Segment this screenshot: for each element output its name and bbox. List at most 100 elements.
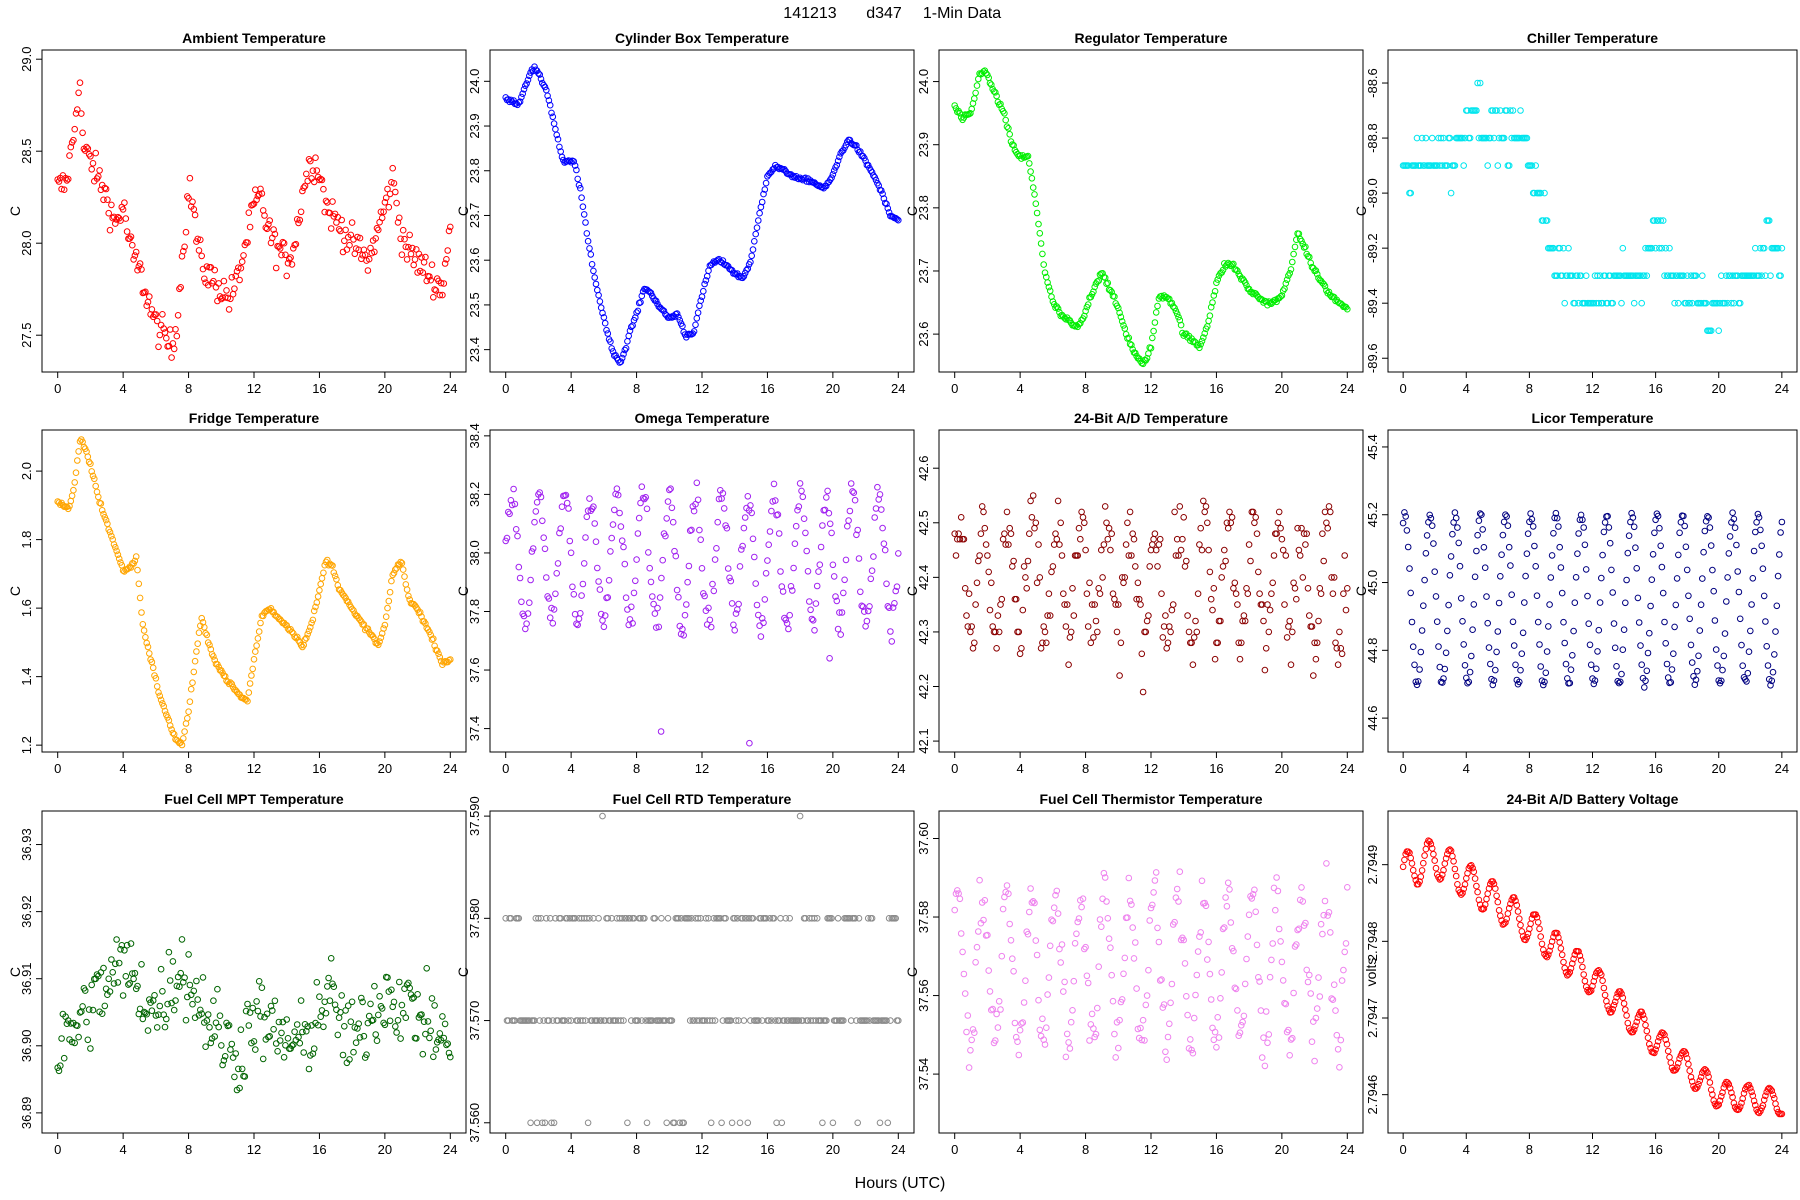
data-point <box>1421 852 1428 859</box>
data-point <box>1547 574 1555 581</box>
data-point <box>1079 895 1087 903</box>
data-point <box>174 312 182 319</box>
data-point <box>1054 305 1062 312</box>
data-point <box>1145 966 1152 974</box>
data-point <box>884 205 892 212</box>
data-point <box>1671 299 1678 307</box>
data-point <box>393 1029 400 1036</box>
data-point <box>1516 134 1523 142</box>
x-tick-label: 4 <box>120 381 127 396</box>
data-point <box>577 610 584 617</box>
data-point <box>1545 623 1552 630</box>
data-point <box>722 915 729 922</box>
data-point <box>1152 869 1160 876</box>
data-point <box>599 617 606 624</box>
data-point <box>1413 681 1421 689</box>
data-point <box>868 567 876 575</box>
data-point <box>536 1017 544 1024</box>
data-point <box>1565 970 1572 978</box>
data-point <box>282 1042 289 1049</box>
data-point <box>592 538 600 546</box>
data-point <box>1057 519 1064 527</box>
data-point <box>840 589 847 597</box>
data-point <box>1236 655 1244 663</box>
data-point <box>316 176 323 184</box>
data-point <box>956 535 964 543</box>
data-point <box>811 627 818 634</box>
data-point <box>119 992 127 999</box>
data-point <box>1092 617 1100 625</box>
data-point <box>1081 519 1088 527</box>
data-point <box>1659 589 1667 597</box>
data-point <box>232 272 239 280</box>
data-point <box>1634 594 1642 602</box>
data-point <box>1198 337 1206 345</box>
data-point <box>1007 937 1015 944</box>
data-point <box>1128 901 1135 908</box>
data-point <box>1171 508 1178 516</box>
data-point <box>253 642 260 649</box>
data-point <box>313 167 321 174</box>
data-point <box>346 1056 353 1063</box>
data-point <box>1620 1000 1628 1007</box>
data-point <box>1044 279 1051 286</box>
y-axis-label: C <box>455 206 471 216</box>
data-point <box>823 1017 830 1024</box>
data-point <box>1749 575 1757 582</box>
data-point <box>382 194 390 202</box>
data-point <box>1092 1030 1100 1038</box>
data-point <box>1521 599 1528 606</box>
data-point <box>1687 272 1695 280</box>
data-point <box>218 295 225 303</box>
data-point <box>1026 530 1033 538</box>
data-point <box>603 326 610 334</box>
data-point <box>1673 1064 1681 1071</box>
data-point <box>826 520 834 528</box>
data-point <box>291 241 298 249</box>
data-point <box>114 551 122 559</box>
data-point <box>1094 1004 1101 1012</box>
data-point <box>1633 1018 1640 1026</box>
data-point <box>1201 330 1208 337</box>
data-point <box>318 176 326 184</box>
data-point <box>342 226 349 234</box>
data-point <box>88 468 95 475</box>
data-point <box>140 289 148 296</box>
data-point <box>1019 606 1027 614</box>
data-point <box>132 553 140 560</box>
data-point <box>274 1048 281 1055</box>
data-point <box>1109 997 1117 1005</box>
data-point <box>418 613 425 620</box>
data-point <box>1196 344 1203 352</box>
data-point <box>1435 643 1442 650</box>
data-point <box>588 261 596 268</box>
data-point <box>601 319 609 327</box>
data-point <box>1671 623 1678 631</box>
data-point <box>1637 272 1644 280</box>
data-point <box>676 317 684 324</box>
data-point <box>1074 918 1081 926</box>
data-point <box>1630 299 1638 307</box>
data-point <box>1725 550 1733 557</box>
data-point <box>1681 522 1688 530</box>
x-tick-label: 8 <box>1526 1142 1533 1157</box>
data-point <box>1307 990 1314 997</box>
data-point <box>318 1007 326 1014</box>
data-point <box>1232 590 1240 598</box>
data-point <box>1036 574 1044 581</box>
data-point <box>1630 1026 1638 1033</box>
data-point <box>586 495 593 502</box>
data-point <box>961 990 969 997</box>
x-tick-label: 4 <box>120 761 127 776</box>
data-point <box>507 96 515 104</box>
data-point <box>1155 938 1163 946</box>
data-point <box>976 876 983 884</box>
data-point <box>1079 514 1087 521</box>
data-point <box>1659 217 1667 224</box>
x-tick-label: 0 <box>1400 761 1407 776</box>
data-point <box>694 496 702 504</box>
data-point <box>126 980 133 987</box>
data-point <box>1234 1007 1241 1014</box>
data-point <box>1656 244 1663 252</box>
y-tick-label: 27.5 <box>19 323 34 348</box>
